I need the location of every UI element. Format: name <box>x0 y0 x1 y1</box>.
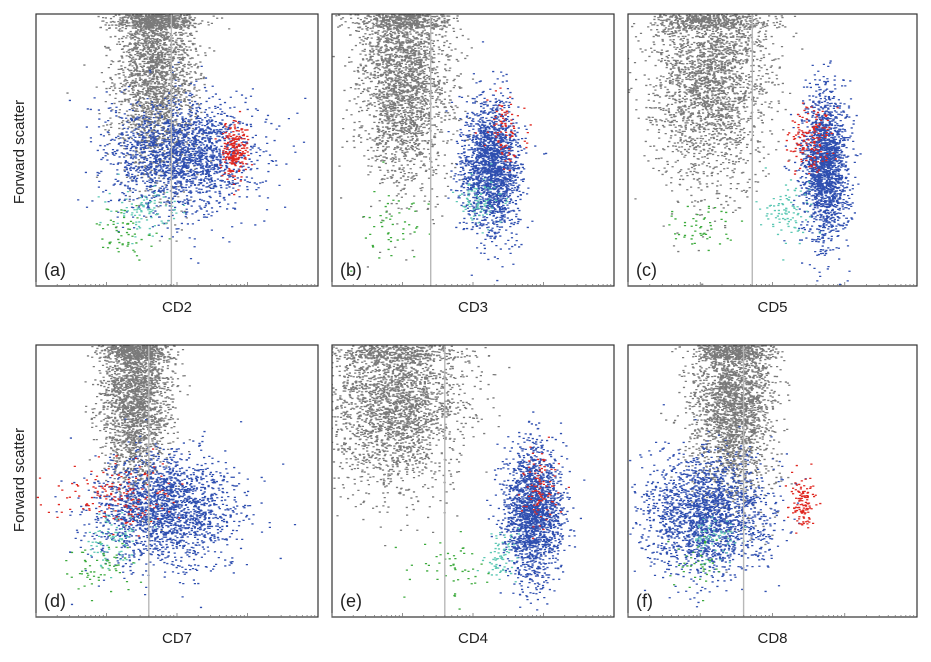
y-axis-label-row1: Forward scatter <box>11 100 28 204</box>
panel-letter: (b) <box>340 260 362 280</box>
population-gray <box>84 345 191 532</box>
population-green <box>667 536 721 602</box>
population-red <box>785 102 839 175</box>
scatter-points <box>36 345 297 609</box>
plot-frame <box>35 13 319 287</box>
panel-cd8: (f) CD8 <box>627 344 918 647</box>
panel-letter: (d) <box>44 591 66 611</box>
population-blue <box>54 418 297 609</box>
population-red <box>214 110 254 196</box>
panel-cd2: (a) CD2 <box>35 13 319 316</box>
population-blue <box>68 61 307 264</box>
population-gray <box>660 345 793 573</box>
x-axis-ticks <box>35 613 316 617</box>
x-axis-ticks <box>331 613 612 617</box>
population-gray <box>332 345 511 547</box>
population-green <box>394 531 490 610</box>
panel-cd3: (b) CD3 <box>331 13 615 316</box>
panel-letter: (e) <box>340 591 362 611</box>
y-axis-label-row2: Forward scatter <box>11 428 28 532</box>
population-gray <box>332 14 478 268</box>
x-axis-label: CD5 <box>757 299 787 316</box>
scatter-points <box>66 14 307 264</box>
panel-cd5: (c) CD5 <box>627 13 918 316</box>
x-axis-label: CD8 <box>757 630 787 647</box>
x-axis-ticks <box>35 282 316 286</box>
scatter-points <box>332 14 548 282</box>
x-axis-label: CD3 <box>458 299 488 316</box>
population-gray <box>628 14 807 285</box>
panel-cd7: (d) CD7 <box>35 344 319 647</box>
scatter-points <box>628 14 862 286</box>
plot-frame <box>627 13 918 287</box>
panels: (a) CD2 (b) CD3 (c) CD5 (d) CD7 (e) CD4 (f) CD8 <box>35 13 918 647</box>
population-green <box>350 161 431 272</box>
x-axis-ticks <box>627 613 915 617</box>
population-green <box>668 205 744 252</box>
panel-letter: (f) <box>636 591 653 611</box>
population-red <box>474 87 532 171</box>
panel-letter: (c) <box>636 260 657 280</box>
panel-cd4: (e) CD4 <box>331 344 615 647</box>
x-axis-label: CD2 <box>162 299 192 316</box>
panel-letter: (a) <box>44 260 66 280</box>
population-red <box>784 463 822 534</box>
x-axis-label: CD4 <box>458 630 488 647</box>
population-cyan <box>87 512 157 579</box>
population-blue <box>445 41 548 282</box>
scatter-points <box>628 345 822 608</box>
x-axis-ticks <box>331 282 612 286</box>
population-blue <box>783 60 862 286</box>
population-blue <box>628 404 807 608</box>
population-gray <box>66 14 231 242</box>
population-cyan <box>476 527 521 583</box>
population-green <box>65 534 143 602</box>
x-axis-ticks <box>627 282 915 286</box>
population-green <box>95 205 171 261</box>
x-axis-label: CD7 <box>162 630 192 647</box>
scatter-points <box>332 345 586 611</box>
population-blue <box>486 411 586 611</box>
